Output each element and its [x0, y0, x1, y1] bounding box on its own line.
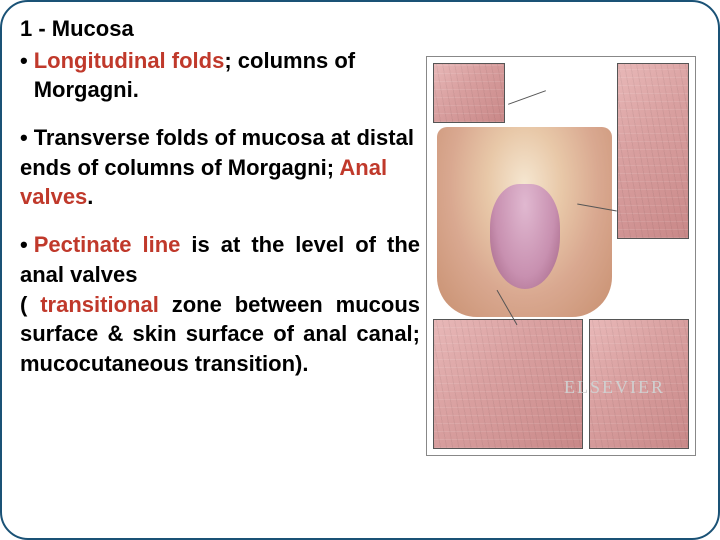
figure-main-illustration	[437, 127, 612, 317]
bullet-2-text: •Transverse folds of mucosa at distal en…	[20, 125, 414, 209]
figure-canal-region	[490, 184, 560, 289]
text-content: 1 - Mucosa • Longitudinal folds; columns…	[20, 14, 420, 379]
bullet-mark: •	[20, 125, 28, 150]
bullet-mark: •	[20, 46, 28, 76]
bullet-3-text-cont: ( transitional zone between mucous surfa…	[20, 292, 420, 376]
bullet-3: •Pectinate line is at the level of the a…	[20, 230, 420, 378]
bullet-2: •Transverse folds of mucosa at distal en…	[20, 123, 420, 212]
bullet-3-open: (	[20, 292, 40, 317]
bullet-1-text: Longitudinal folds; columns of Morgagni.	[34, 46, 420, 105]
figure-leader-line	[508, 90, 546, 105]
bullet-3-text: •Pectinate line is at the level of the a…	[20, 232, 420, 287]
figure-watermark: ELSEVIER	[564, 377, 665, 398]
figure-inset-top-left	[433, 63, 505, 123]
bullet-3-highlight-1: Pectinate line	[34, 232, 181, 257]
section-heading: 1 - Mucosa	[20, 14, 420, 44]
anatomy-figure: ELSEVIER	[426, 56, 696, 456]
slide-frame: 1 - Mucosa • Longitudinal folds; columns…	[0, 0, 720, 540]
figure-inset-bottom-left	[433, 319, 583, 449]
bullet-3-highlight-2: transitional	[40, 292, 159, 317]
bullet-1-highlight: Longitudinal folds	[34, 48, 225, 73]
figure-inset-right	[617, 63, 689, 239]
bullet-mark: •	[20, 232, 28, 257]
bullet-1: • Longitudinal folds; columns of Morgagn…	[20, 46, 420, 105]
bullet-2-post: .	[87, 184, 93, 209]
